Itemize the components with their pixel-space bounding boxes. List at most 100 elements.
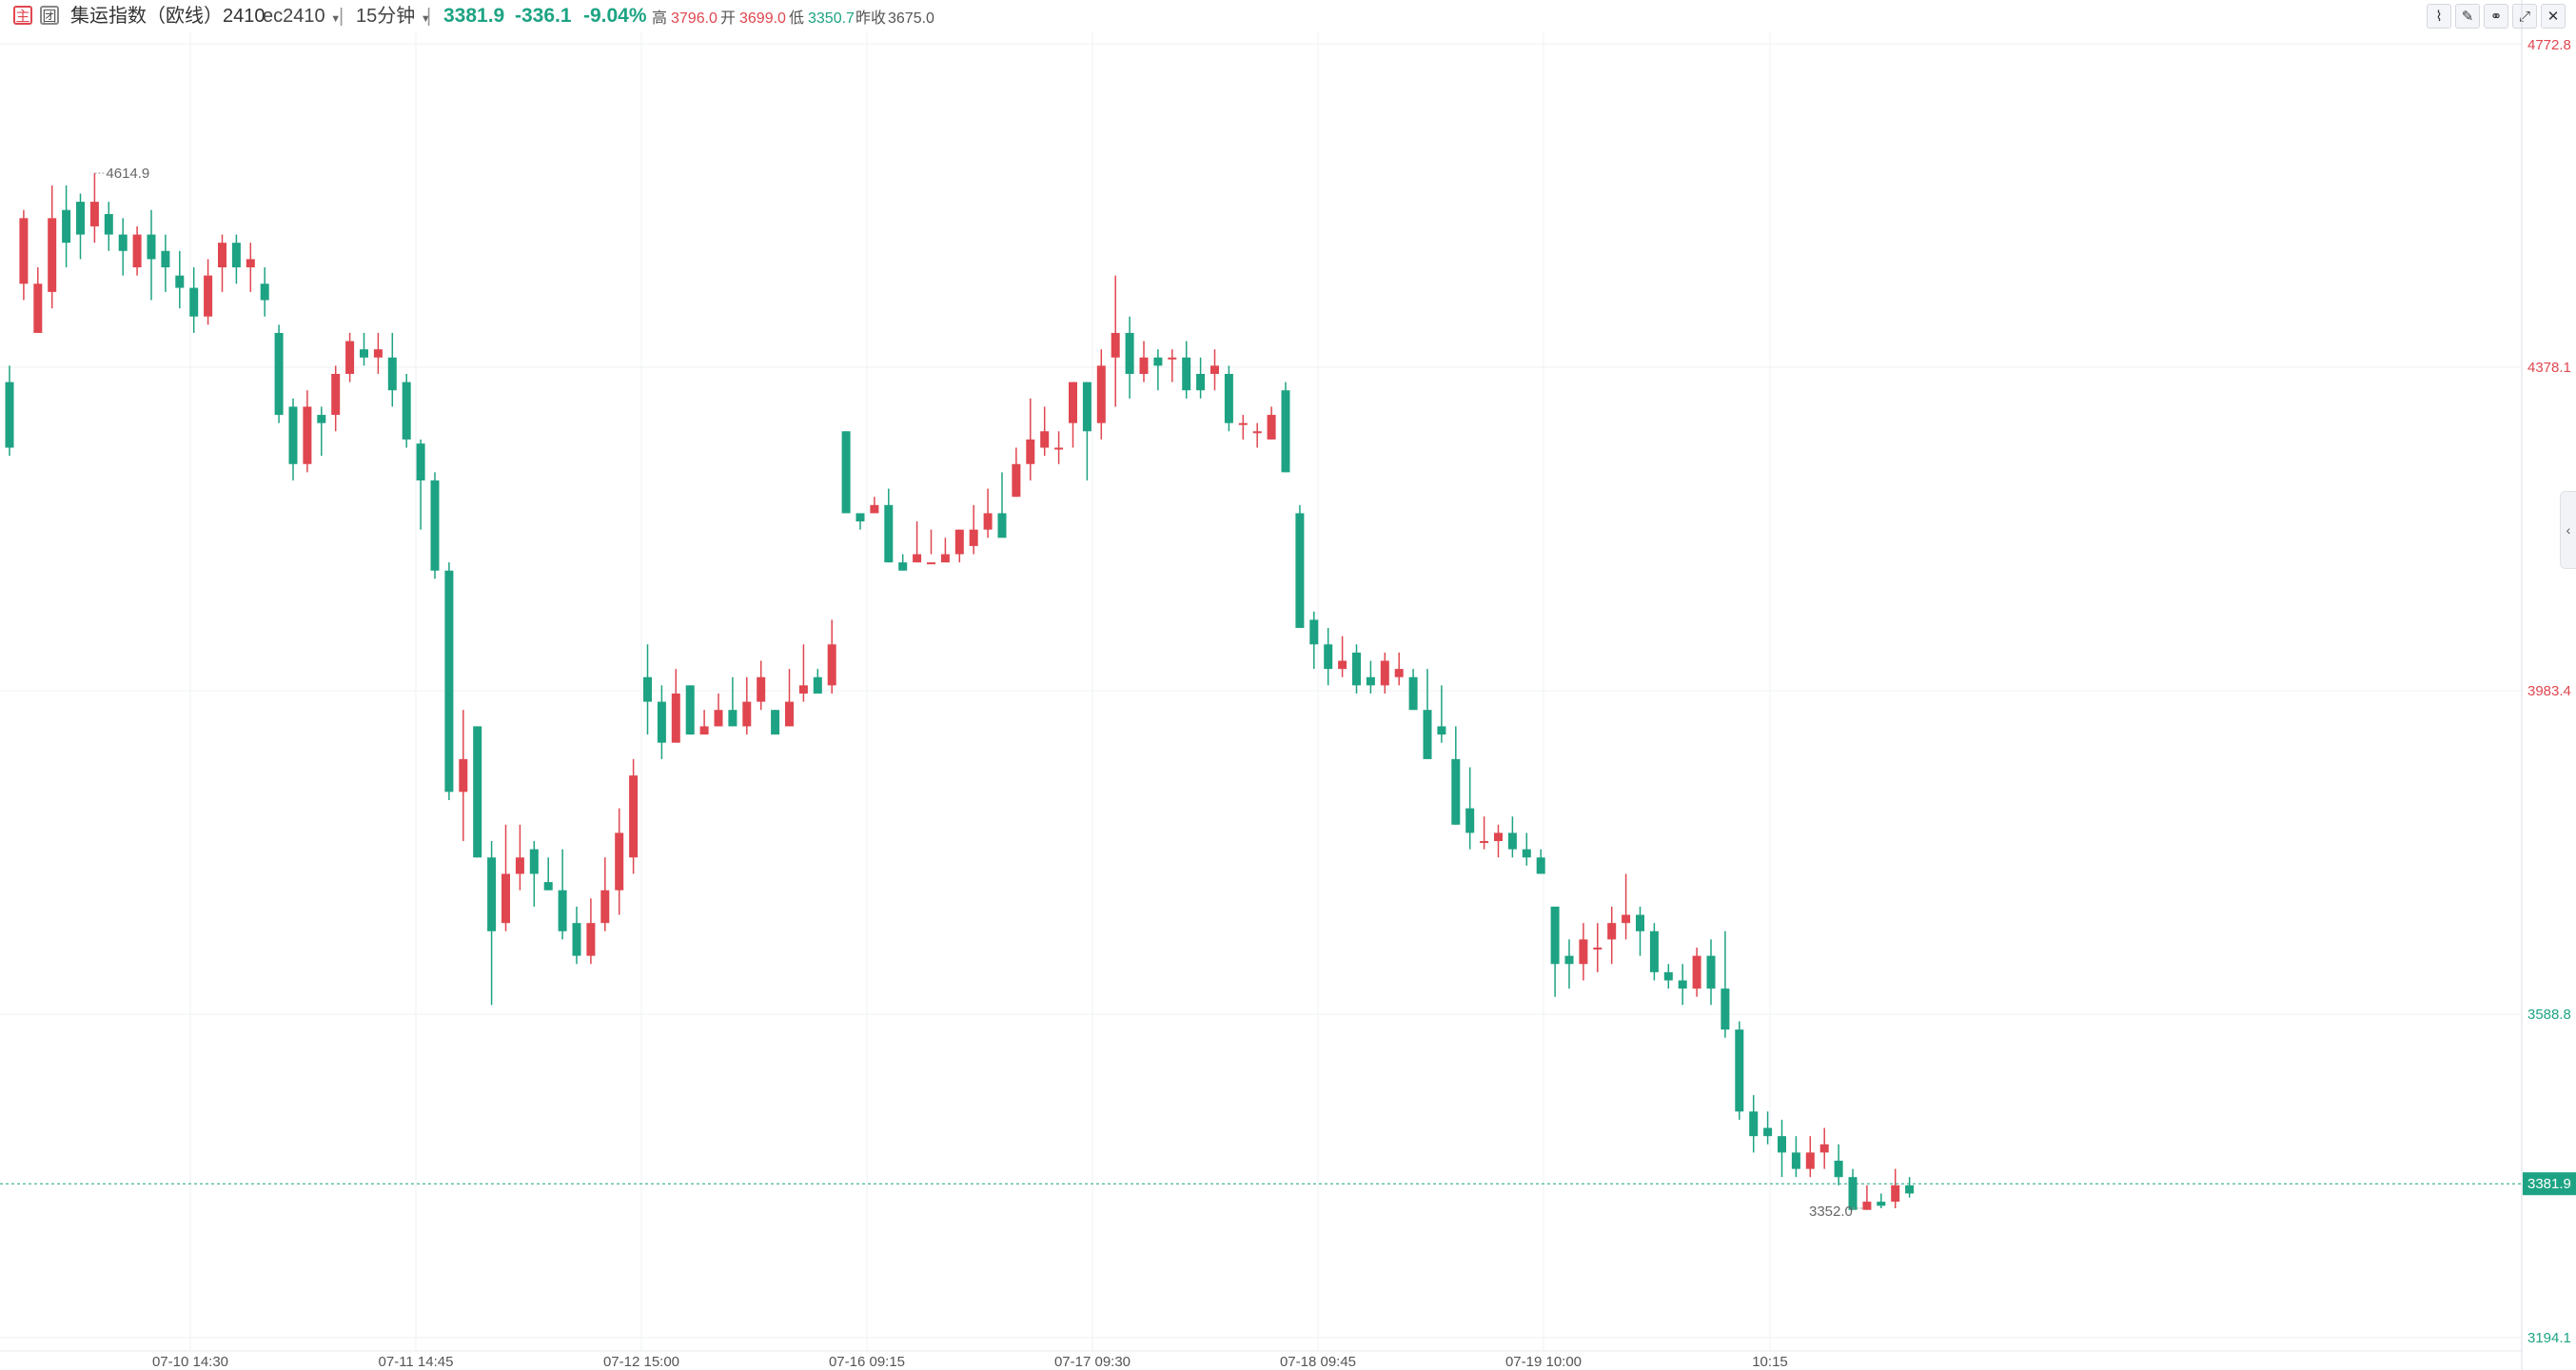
candle (1494, 824, 1503, 858)
contract-selector[interactable]: ec2410 ▼ (263, 6, 341, 29)
candle-body (501, 873, 510, 924)
candle-body (62, 209, 71, 244)
candle (1380, 652, 1389, 694)
compare-icon[interactable]: ⚭ (2484, 4, 2508, 29)
candle (757, 660, 766, 711)
candle (1564, 939, 1574, 989)
candle-body (1905, 1184, 1915, 1194)
candle (572, 906, 581, 965)
low-label: 低 (789, 10, 805, 27)
candle (1338, 636, 1347, 677)
candle (231, 234, 241, 284)
candle (841, 431, 851, 514)
candle-body (1196, 373, 1206, 391)
candle (1507, 816, 1517, 858)
candle-body (1182, 357, 1191, 391)
open-value: 3699.0 (739, 10, 786, 27)
candle-body (373, 349, 383, 358)
last-price-tag (2523, 1172, 2576, 1196)
candle-body (1295, 513, 1305, 629)
candle (954, 529, 964, 563)
price-change: -336.1 (515, 5, 572, 27)
candle-body (76, 202, 85, 235)
candle-body (927, 562, 935, 565)
candle-body (1210, 365, 1219, 374)
candle-body (189, 287, 199, 317)
draw-pen-icon[interactable]: ✎ (2455, 4, 2480, 29)
candle-body (1848, 1177, 1858, 1210)
candle-body (1168, 357, 1177, 360)
candle-body (33, 284, 43, 333)
time-axis: 07-10 14:30 07-11 14:45 07-12 15:00 07-16 0… (152, 1354, 1788, 1370)
candle (303, 390, 312, 473)
candle-body (983, 513, 993, 530)
candle-body (997, 513, 1007, 538)
candle (1224, 365, 1233, 432)
time-tick-label: 07-17 09:30 (1054, 1354, 1131, 1370)
candle-body (657, 701, 666, 743)
candle (48, 185, 57, 309)
candle-body (1040, 431, 1050, 448)
candle (416, 439, 425, 530)
candle (898, 554, 908, 571)
candle-body (855, 513, 865, 522)
candle-body (48, 218, 57, 292)
candle (1295, 504, 1305, 629)
candle (1678, 964, 1687, 1006)
candle-body (969, 529, 978, 546)
candle-body (1480, 841, 1489, 844)
candle-body (1649, 930, 1659, 972)
candle-body (1380, 660, 1389, 686)
candle (1168, 349, 1177, 382)
candle (1111, 275, 1120, 407)
candle (1252, 422, 1262, 448)
candle-body (1622, 914, 1631, 924)
side-panel-toggle[interactable]: ‹ (2560, 491, 2576, 569)
candle-body (884, 504, 894, 563)
candle-body (1309, 619, 1319, 645)
candle-body (1125, 332, 1134, 374)
candle (1636, 906, 1644, 956)
candle-body (1096, 365, 1106, 423)
time-tick-label: 07-10 14:30 (152, 1354, 228, 1370)
line-chart-icon[interactable]: ⌇ (2427, 4, 2451, 29)
candle-body (1663, 971, 1673, 981)
chart-grid (0, 0, 2523, 1370)
candle-body (1834, 1161, 1843, 1178)
low-value: 3350.7 (808, 10, 855, 27)
candle (884, 488, 894, 563)
candle (827, 619, 836, 694)
candle-body (586, 923, 596, 956)
candle (1877, 1193, 1886, 1208)
candle-body (1238, 422, 1248, 425)
candle-body (1763, 1127, 1773, 1137)
candle (529, 841, 539, 907)
candle (118, 218, 128, 276)
candle-body (1636, 914, 1644, 931)
contract-title: 集运指数（欧线）2410 (70, 6, 265, 27)
candle-body (274, 332, 284, 416)
close-icon[interactable]: ✕ (2541, 4, 2566, 29)
candle (1607, 906, 1617, 965)
candle-body (1564, 955, 1574, 965)
candle-body (954, 529, 964, 555)
candle (33, 267, 43, 333)
last-price: 3381.9 (443, 5, 505, 27)
group-badge: 团 (40, 6, 59, 25)
candle (813, 669, 822, 694)
candle (373, 332, 383, 374)
candle (798, 644, 808, 702)
candle-body (572, 923, 581, 956)
candle-body (430, 480, 440, 571)
candle-body (913, 554, 922, 563)
candle (785, 669, 794, 727)
candle (161, 234, 170, 292)
candle-body (1012, 463, 1021, 498)
candle (1522, 832, 1531, 866)
candle (288, 398, 298, 480)
candle-body (402, 382, 411, 440)
price-tick-label: 3588.8 (2527, 1007, 2571, 1023)
contract-code: ec2410 (263, 6, 325, 27)
period-selector[interactable]: 15分钟 ▼ (356, 6, 431, 29)
